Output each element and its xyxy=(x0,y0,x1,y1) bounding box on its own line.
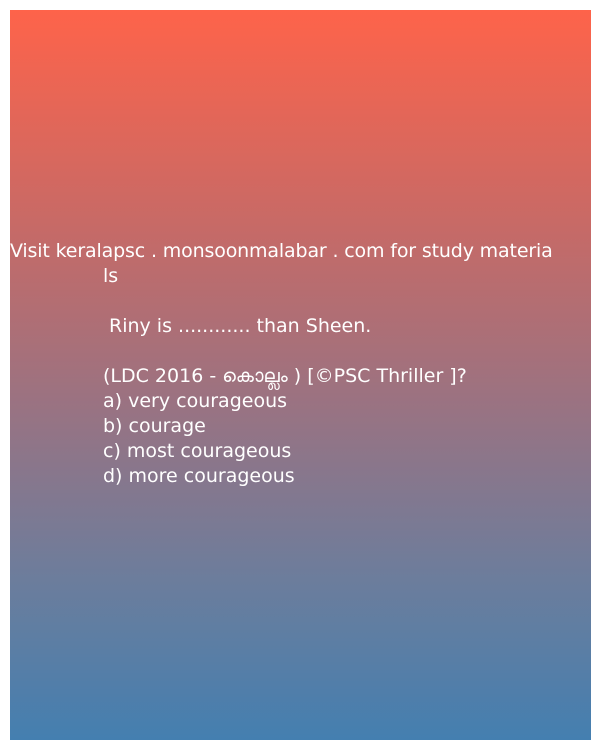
question-source: (LDC 2016 - കൊല്ലം ) [©PSC Thriller ]? xyxy=(103,365,467,387)
quiz-card: Visit keralapsc . monsoonmalabar . com f… xyxy=(10,10,591,740)
option-b: b) courage xyxy=(103,415,206,437)
option-d: d) more courageous xyxy=(103,465,295,487)
question-text: Riny is ............ than Sheen. xyxy=(109,315,372,337)
promo-text-line2: ls xyxy=(103,265,119,287)
option-c: c) most courageous xyxy=(103,440,292,462)
option-a: a) very courageous xyxy=(103,390,288,412)
promo-text-line1: Visit keralapsc . monsoonmalabar . com f… xyxy=(10,240,553,262)
